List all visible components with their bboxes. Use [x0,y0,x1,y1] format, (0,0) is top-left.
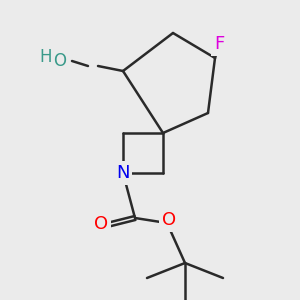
Text: H: H [40,48,52,66]
Text: N: N [116,164,130,182]
Text: O: O [53,52,67,70]
Text: O: O [162,211,176,229]
Text: O: O [94,215,108,233]
Text: F: F [214,35,224,53]
